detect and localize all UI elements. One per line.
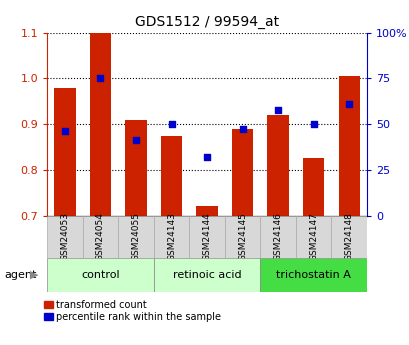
Text: GSM24053: GSM24053 [60, 212, 69, 262]
Text: GSM24143: GSM24143 [166, 213, 175, 261]
Point [274, 108, 281, 113]
Point [310, 121, 316, 127]
Text: control: control [81, 270, 119, 280]
Bar [224, 216, 260, 258]
Bar [330, 216, 366, 258]
Text: retinoic acid: retinoic acid [172, 270, 241, 280]
Text: trichostatin A: trichostatin A [276, 270, 350, 280]
Bar [118, 216, 153, 258]
Point [168, 121, 174, 127]
Bar [260, 216, 295, 258]
Bar [153, 258, 260, 292]
Text: ▶: ▶ [29, 270, 38, 280]
Text: GSM24054: GSM24054 [96, 213, 105, 261]
Point [133, 137, 139, 143]
Bar [267, 115, 288, 216]
Text: GSM24146: GSM24146 [273, 213, 282, 261]
Bar [153, 216, 189, 258]
Text: GSM24145: GSM24145 [238, 213, 247, 261]
Bar [302, 158, 324, 216]
Bar [160, 136, 182, 216]
Bar [54, 88, 75, 216]
Bar [90, 33, 111, 216]
Point [239, 126, 245, 131]
Bar [125, 120, 146, 216]
Point [61, 128, 68, 134]
Text: GSM24148: GSM24148 [344, 213, 353, 261]
Bar [260, 258, 366, 292]
Text: GSM24144: GSM24144 [202, 213, 211, 261]
Point [203, 154, 210, 160]
Text: GSM24147: GSM24147 [308, 213, 317, 261]
Legend: transformed count, percentile rank within the sample: transformed count, percentile rank withi… [44, 300, 221, 322]
Text: agent: agent [4, 270, 36, 280]
Point [345, 101, 352, 106]
Bar [189, 216, 224, 258]
Bar [47, 258, 153, 292]
Bar [196, 206, 217, 216]
Bar [231, 129, 253, 216]
Bar [295, 216, 330, 258]
Point [97, 76, 103, 81]
Title: GDS1512 / 99594_at: GDS1512 / 99594_at [135, 15, 279, 29]
Bar [47, 216, 83, 258]
Text: GSM24055: GSM24055 [131, 212, 140, 262]
Bar [338, 76, 359, 216]
Bar [83, 216, 118, 258]
